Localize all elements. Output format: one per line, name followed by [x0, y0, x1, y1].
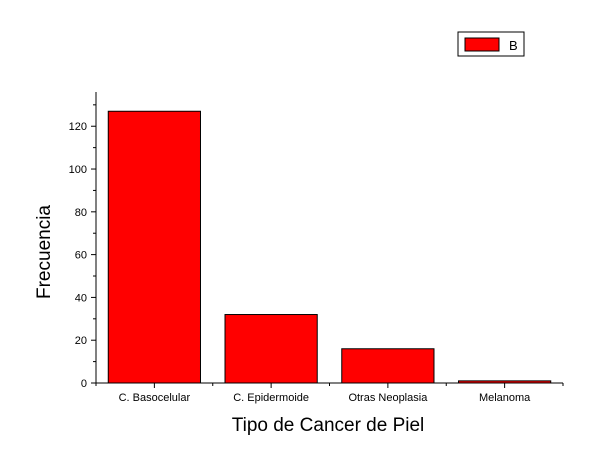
y-tick-label: 120: [69, 121, 87, 133]
y-tick-label: 20: [75, 335, 87, 347]
legend-swatch: [464, 37, 500, 52]
y-ticks-group: 0 20 40 60 80 100 120: [69, 104, 96, 390]
x-tick-label: C. Basocelular: [119, 392, 191, 404]
x-tick-label: C. Epidermoide: [233, 392, 309, 404]
x-ticks-group: C. Basocelular C. Epidermoide Otras Neopla…: [95, 383, 564, 404]
x-tick-label: Melanoma: [479, 392, 531, 404]
legend: B: [457, 31, 525, 57]
bars-group: [107, 110, 552, 384]
bar-c-epidermoide: [224, 314, 318, 384]
x-axis-title: Tipo de Cancer de Piel: [232, 415, 425, 436]
legend-label: B: [509, 38, 518, 53]
x-tick-label: Otras Neoplasia: [348, 392, 428, 404]
y-tick-label: 80: [75, 207, 87, 219]
bar-otras-neoplasia: [341, 348, 435, 384]
y-tick-label: 100: [69, 164, 87, 176]
y-tick-label: 60: [75, 250, 87, 262]
y-tick-label: 0: [81, 378, 87, 390]
y-axis-title: Frecuencia: [34, 205, 55, 299]
bar-c-basocelular: [107, 110, 201, 384]
y-tick-label: 40: [75, 292, 87, 304]
